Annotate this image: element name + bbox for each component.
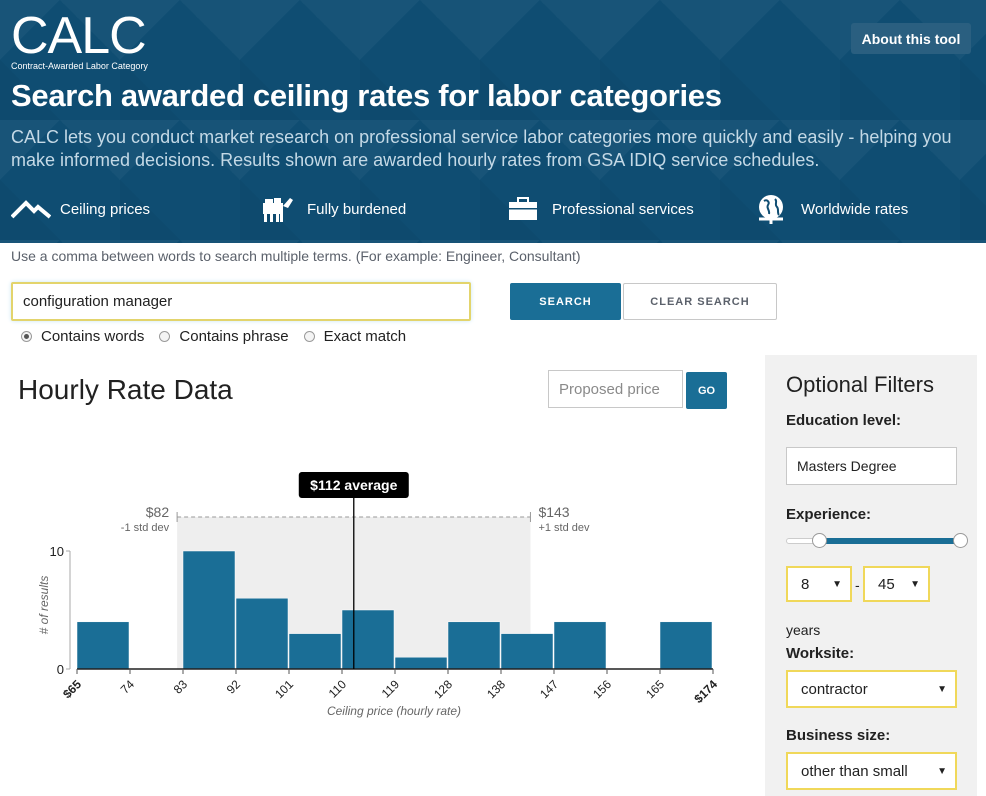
experience-max-select[interactable]: 45 ▼ <box>863 566 930 602</box>
proposed-price-input[interactable]: Proposed price <box>548 370 683 408</box>
x-tick-label: 119 <box>379 677 403 701</box>
caret-down-icon: ▼ <box>910 578 920 590</box>
radio-button[interactable] <box>21 331 32 342</box>
y-tick-label: 0 <box>57 662 64 677</box>
business-size-value: other than small <box>801 762 908 780</box>
radio-label: Contains words <box>41 328 145 345</box>
radio-contains-phrase[interactable]: Contains phrase <box>159 328 289 345</box>
feature-professional-services: Professional services <box>503 192 694 226</box>
histogram-bar <box>500 633 554 670</box>
histogram-bar <box>182 550 236 670</box>
radio-exact-match[interactable]: Exact match <box>303 328 407 345</box>
histogram-bar <box>447 621 501 670</box>
logo-text: CALC <box>11 7 147 65</box>
caret-down-icon: ▼ <box>937 765 947 777</box>
page-title: Search awarded ceiling rates for labor c… <box>11 78 722 113</box>
x-tick-label: 165 <box>643 677 667 701</box>
calc-logo[interactable]: CALC Contract-Awarded Labor Category <box>11 7 148 71</box>
x-tick-label: 101 <box>272 677 296 701</box>
feature-label: Fully burdened <box>307 200 407 218</box>
education-select[interactable]: Masters Degree <box>786 447 957 485</box>
worksite-value: contractor <box>801 680 868 698</box>
histogram-bar <box>341 609 395 670</box>
caret-down-icon: ▼ <box>832 578 842 590</box>
std-low-label: $82 <box>146 504 170 520</box>
y-axis-label: # of results <box>37 576 51 635</box>
business-size-label: Business size: <box>786 727 891 744</box>
histogram-bar <box>553 621 607 670</box>
x-tick-label: 110 <box>326 677 350 701</box>
years-label: years <box>786 622 821 638</box>
worksite-select[interactable]: contractor ▼ <box>786 670 957 708</box>
x-tick-label: 128 <box>431 677 455 701</box>
histogram-bar <box>288 633 342 670</box>
histogram-bar <box>235 597 289 670</box>
x-tick-label: 83 <box>171 677 191 697</box>
feature-label: Professional services <box>552 200 694 218</box>
optional-filters-panel: Optional Filters Education level: Master… <box>765 355 977 796</box>
page-description: CALC lets you conduct market research on… <box>11 127 952 170</box>
radio-contains-words[interactable]: Contains words <box>21 328 144 345</box>
rate-histogram: $82 -1 std dev $143 +1 std dev 10 0 # of resul… <box>37 472 720 718</box>
y-tick-label: 10 <box>50 544 64 559</box>
hourly-rate-title: Hourly Rate Data <box>18 374 233 405</box>
experience-min-handle[interactable] <box>812 533 827 548</box>
experience-max-handle[interactable] <box>953 533 968 548</box>
experience-slider-range <box>819 538 961 544</box>
x-axis-label: Ceiling price (hourly rate) <box>327 704 461 718</box>
worksite-label: Worksite: <box>786 645 855 662</box>
search-input[interactable] <box>11 282 471 321</box>
radio-button[interactable] <box>303 331 315 342</box>
business-size-select[interactable]: other than small ▼ <box>786 752 957 790</box>
histogram-bar <box>394 656 448 670</box>
feature-label: Worldwide rates <box>801 200 909 218</box>
search-hint: Use a comma between words to search mult… <box>11 248 581 264</box>
std-high-label: $143 <box>538 504 569 520</box>
average-label: $112 average <box>310 477 397 493</box>
x-tick-label: $174 <box>691 677 720 706</box>
histogram-bar <box>76 621 130 670</box>
experience-min-select[interactable]: 8 ▼ <box>786 566 852 602</box>
x-tick-label: $65 <box>60 677 84 701</box>
logo-subtitle: Contract-Awarded Labor Category <box>11 61 148 71</box>
histogram-bar <box>659 621 713 670</box>
x-tick-label: 156 <box>590 677 614 701</box>
education-label: Education level: <box>786 412 902 429</box>
roof-icon <box>11 193 51 225</box>
feature-fully-burdened: Fully burdened <box>258 192 406 226</box>
experience-max-value: 45 <box>878 575 895 593</box>
radio-label: Exact match <box>323 328 407 345</box>
feature-label: Ceiling prices <box>60 200 151 218</box>
radio-label: Contains phrase <box>179 328 289 345</box>
x-tick-label: 147 <box>537 677 561 701</box>
x-tick-label: 92 <box>224 677 244 697</box>
go-button[interactable]: GO <box>686 372 727 409</box>
feature-worldwide-rates: Worldwide rates <box>752 192 908 226</box>
x-tick-label: 74 <box>118 677 138 697</box>
radio-button[interactable] <box>159 331 171 342</box>
donkey-icon <box>258 193 298 225</box>
std-high-caption: +1 std dev <box>538 522 590 534</box>
briefcase-icon <box>503 193 543 225</box>
x-tick-label: 138 <box>484 677 508 701</box>
std-low-caption: -1 std dev <box>121 522 170 534</box>
experience-label: Experience: <box>786 506 872 523</box>
experience-min-value: 8 <box>801 575 810 593</box>
clear-search-button[interactable]: CLEAR SEARCH <box>623 283 777 320</box>
feature-ceiling-prices: Ceiling prices <box>11 192 150 226</box>
globe-icon <box>752 193 792 225</box>
caret-down-icon: ▼ <box>937 683 947 695</box>
match-options: Contains words Contains phrase Exact mat… <box>21 328 421 345</box>
header-banner: CALC Contract-Awarded Labor Category Abo… <box>0 0 986 243</box>
experience-separator: - <box>855 577 860 593</box>
search-button[interactable]: SEARCH <box>510 283 621 320</box>
about-button[interactable]: About this tool <box>851 23 971 54</box>
filters-title: Optional Filters <box>786 372 934 397</box>
average-badge <box>298 472 409 498</box>
